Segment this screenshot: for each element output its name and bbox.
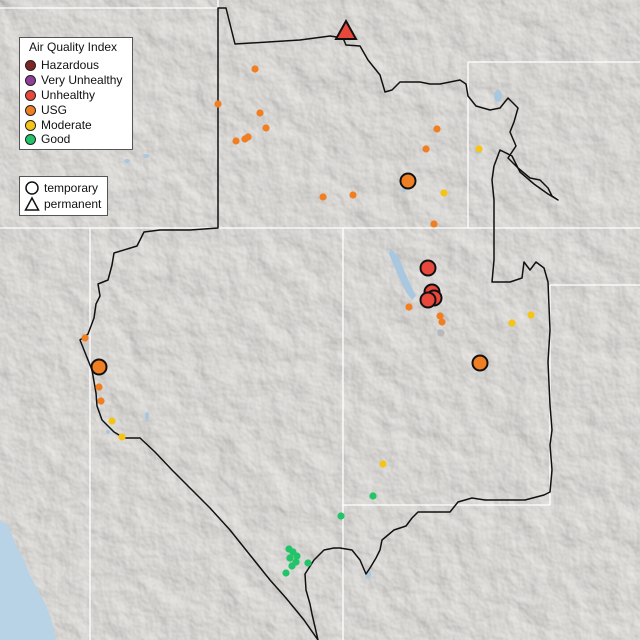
monitor-point <box>282 569 290 577</box>
legend-item-very-unhealthy: Very Unhealthy <box>25 73 122 87</box>
temporary-monitor <box>399 172 417 190</box>
monitor-point <box>232 137 240 145</box>
legend-label: Unhealthy <box>41 88 96 102</box>
legend-label: temporary <box>44 181 99 195</box>
legend-item-usg: USG <box>25 103 67 117</box>
monitor-point <box>527 311 535 319</box>
monitor-point <box>475 145 483 153</box>
legend-title: Air Quality Index <box>29 40 118 54</box>
legend-label: USG <box>41 103 68 117</box>
legend-label: permanent <box>44 197 102 211</box>
moderate-dot-icon <box>25 119 36 131</box>
circle-icon <box>25 181 39 195</box>
legend-item-temporary: temporary <box>24 180 98 196</box>
monitor-point <box>95 383 103 391</box>
legend-label: Moderate <box>41 118 92 132</box>
monitor-point <box>286 554 294 562</box>
legend-item-hazardous: Hazardous <box>25 58 99 72</box>
aqi-legend: Air Quality Index Hazardous Very Unhealt… <box>19 37 133 150</box>
monitor-point <box>244 133 252 141</box>
monitor-point <box>405 303 413 311</box>
legend-label: Good <box>41 132 71 146</box>
monitor-point <box>81 334 89 342</box>
monitor-point <box>288 562 296 570</box>
legend-item-good: Good <box>25 132 70 146</box>
temporary-monitor <box>419 259 437 277</box>
monitor-point <box>251 65 259 73</box>
monitor-type-legend: temporary permanent <box>19 176 108 216</box>
permanent-monitor <box>334 18 358 40</box>
monitor-point <box>369 492 377 500</box>
legend-item-moderate: Moderate <box>25 118 92 132</box>
monitor-point <box>438 318 446 326</box>
monitor-point <box>508 319 516 327</box>
temporary-monitor <box>419 291 437 309</box>
ocean <box>0 520 56 640</box>
monitor-point <box>262 124 270 132</box>
triangle-icon <box>24 196 40 211</box>
unhealthy-dot-icon <box>25 89 36 101</box>
legend-label: Hazardous <box>41 58 100 72</box>
monitor-point <box>422 145 430 153</box>
hazardous-dot-icon <box>25 59 36 71</box>
monitor-point <box>440 189 448 197</box>
temporary-monitor <box>471 354 489 372</box>
monitor-point <box>433 125 441 133</box>
very-unhealthy-dot-icon <box>25 74 36 86</box>
monitor-point <box>118 433 126 441</box>
monitor-point <box>108 417 116 425</box>
monitor-point <box>256 109 264 117</box>
usg-dot-icon <box>25 104 36 116</box>
monitor-point <box>437 329 445 337</box>
legend-item-unhealthy: Unhealthy <box>25 88 95 102</box>
monitor-point <box>436 312 444 320</box>
monitor-point <box>337 512 345 520</box>
good-dot-icon <box>25 133 36 145</box>
monitor-point <box>97 397 105 405</box>
monitor-point <box>304 559 312 567</box>
monitor-point <box>379 460 387 468</box>
monitor-point <box>293 552 301 560</box>
legend-item-permanent: permanent <box>24 196 101 212</box>
monitor-point <box>430 220 438 228</box>
legend-label: Very Unhealthy <box>41 73 123 87</box>
monitor-point <box>214 100 222 108</box>
temporary-monitor <box>90 358 108 376</box>
monitor-point <box>319 193 327 201</box>
monitor-point <box>349 191 357 199</box>
